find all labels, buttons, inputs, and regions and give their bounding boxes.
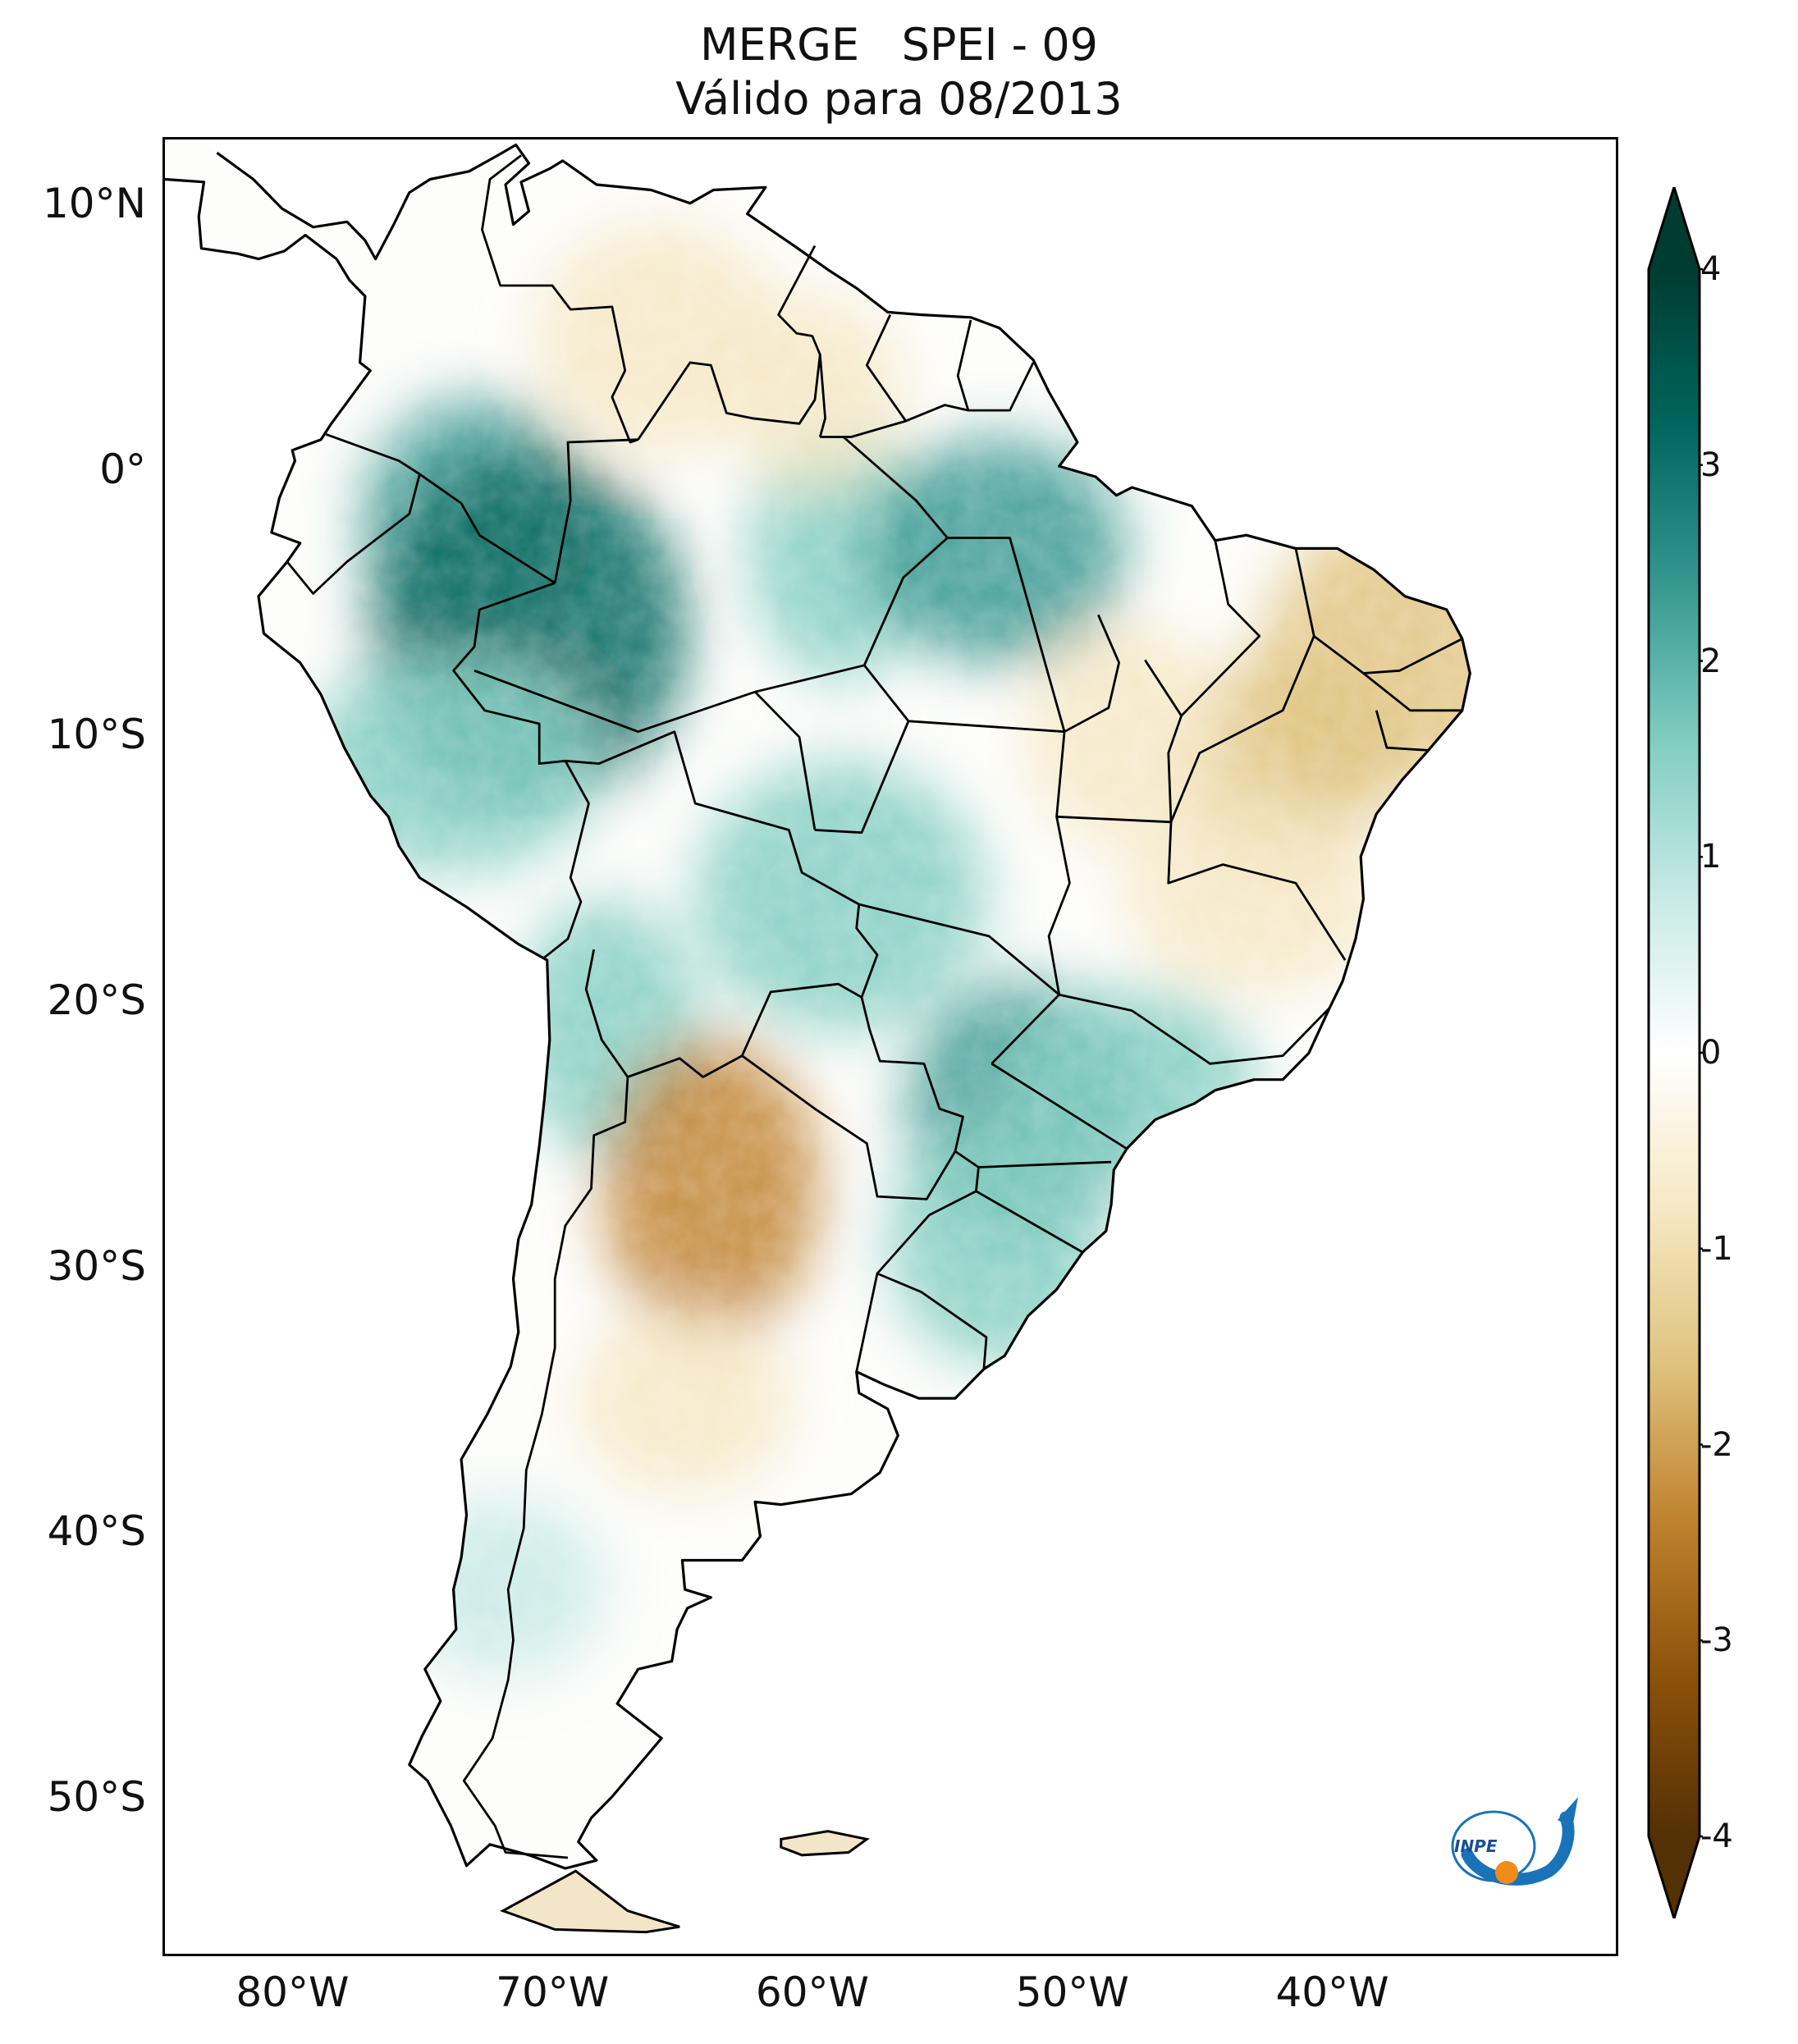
- colorbar-tick-label: 4: [1700, 250, 1722, 288]
- spei-map: [165, 139, 1471, 1934]
- title-line-1: MERGE SPEI - 09: [699, 19, 1099, 71]
- colorbar-lower-extension: [1649, 1836, 1700, 1918]
- title-line-2: Válido para 08/2013: [675, 73, 1123, 125]
- latitude-tick-label: 20°S: [47, 976, 146, 1024]
- inpe-logo: INPE: [1443, 1797, 1582, 1895]
- island-outlines: [500, 1830, 870, 1934]
- country-state-borders: [286, 154, 1463, 1859]
- colorbar-tick-label: -3: [1700, 1621, 1733, 1660]
- colorbar-upper-extension: [1649, 187, 1700, 269]
- latitude-tick-label: 40°S: [47, 1507, 146, 1556]
- island: [500, 1869, 680, 1934]
- colorbar-tick-label: 3: [1700, 446, 1722, 484]
- colorbar-gradient: [1649, 269, 1700, 1836]
- latitude-tick-label: 50°S: [47, 1772, 146, 1821]
- colorbar-tick-label: -1: [1700, 1229, 1733, 1268]
- colorbar: [1647, 187, 1703, 1918]
- longitude-tick-label: 40°W: [1275, 1969, 1389, 2016]
- longitude-tick-label: 60°W: [755, 1969, 869, 2016]
- latitude-tick-label: 30°S: [47, 1241, 146, 1290]
- longitude-tick-label: 70°W: [496, 1969, 610, 2016]
- continent-outline: [165, 143, 1471, 1870]
- map-title: MERGE SPEI - 09 Válido para 08/2013: [0, 18, 1798, 126]
- colorbar-tick-label: 2: [1700, 642, 1722, 680]
- longitude-tick-label: 80°W: [236, 1969, 350, 2016]
- island: [780, 1830, 870, 1857]
- latitude-tick-label: 0°: [99, 445, 146, 493]
- latitude-tick-label: 10°N: [42, 179, 146, 227]
- colorbar-tick-label: -2: [1700, 1425, 1733, 1464]
- colorbar-tick-label: -4: [1700, 1818, 1733, 1855]
- logo-text: INPE: [1454, 1836, 1498, 1856]
- colorbar-tick-label: 1: [1700, 838, 1722, 876]
- longitude-tick-label: 50°W: [1015, 1969, 1129, 2016]
- map-panel: [162, 137, 1618, 1956]
- colorbar-tick-label: 0: [1700, 1034, 1722, 1072]
- latitude-tick-label: 10°S: [47, 711, 146, 759]
